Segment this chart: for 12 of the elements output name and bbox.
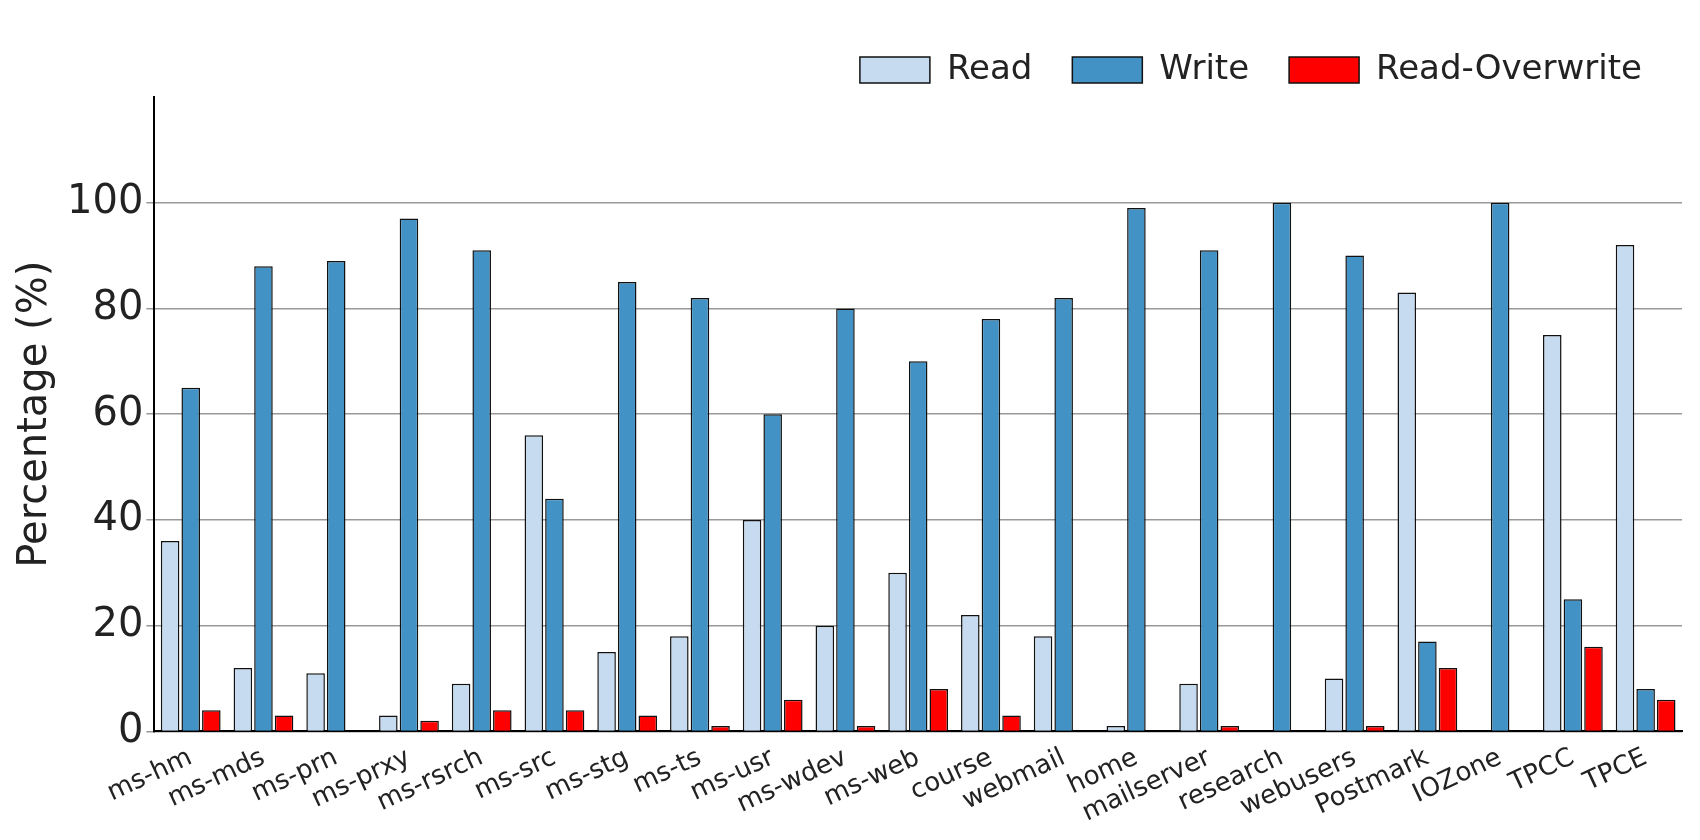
- x-tick-label: TPCE: [1577, 740, 1652, 797]
- y-tick-label: 0: [117, 704, 144, 751]
- y-tick-label: 40: [92, 493, 144, 540]
- y-tick-label: 80: [92, 281, 144, 328]
- legend-label: Read-Overwrite: [1376, 46, 1643, 87]
- y-tick-label: 60: [92, 387, 144, 434]
- legend-label: Write: [1159, 46, 1250, 87]
- y-tick-label: 20: [92, 599, 144, 646]
- y-axis-title: Percentage (%): [9, 260, 56, 568]
- y-tick-label: 100: [66, 176, 144, 223]
- legend-label: Read: [946, 46, 1033, 87]
- x-tick-label: TPCC: [1503, 740, 1579, 798]
